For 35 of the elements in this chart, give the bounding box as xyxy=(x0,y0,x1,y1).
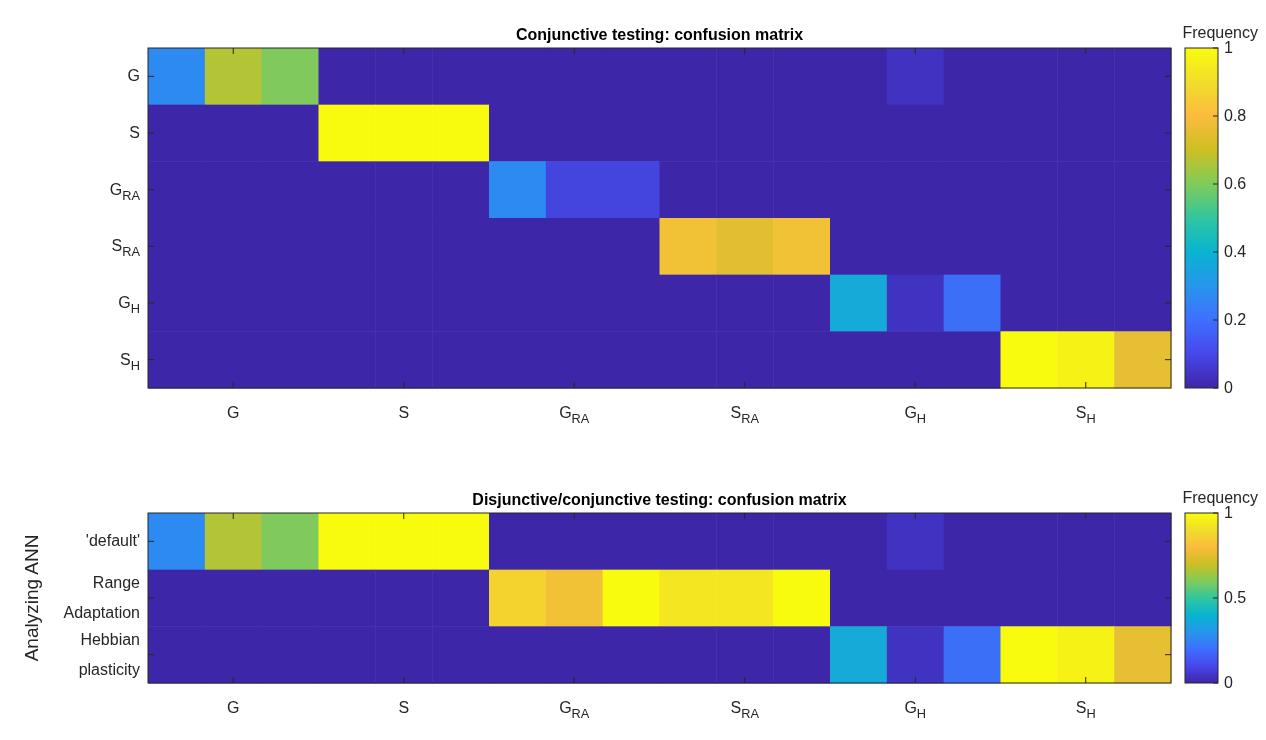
x-tick-label: S$_{RA}$ xyxy=(730,404,760,426)
x-tick-label: G$_{H}$ xyxy=(904,699,927,721)
x-tick-label: G$_{RA}$ xyxy=(559,404,590,426)
x-tick-label: S$_{H}$ xyxy=(1075,699,1096,721)
color-bar-label: 0.4 xyxy=(1224,243,1247,260)
color-bar-label: 0.2 xyxy=(1224,311,1247,328)
color-bar-label: 0.6 xyxy=(1224,175,1247,192)
y-tick-label: G$_{H}$ xyxy=(118,294,140,316)
color-bar-label: 0.8 xyxy=(1224,107,1247,124)
chart-title: Conjunctive testing: confusion matrix xyxy=(515,26,804,43)
x-tick-label: S$_{H}$ xyxy=(1075,404,1096,426)
y-tick-label: S$_{RA}$ xyxy=(111,237,141,259)
y-tick-label: S xyxy=(129,124,140,141)
y-tick-label: Hebbian plasticity xyxy=(78,630,140,678)
x-tick-label: G$_{H}$ xyxy=(904,404,927,426)
x-tick-label: G xyxy=(227,699,240,716)
color-bar-label: 1 xyxy=(1224,504,1233,521)
y-tick-label: G xyxy=(127,67,140,85)
chart-title: Disjunctive/conjunctive testing: confusion matrix xyxy=(472,491,847,508)
color-bar-label: 0 xyxy=(1224,674,1233,691)
color-bar-label: 1 xyxy=(1224,39,1233,56)
y-axis-title: Analyzing ANN xyxy=(21,534,42,662)
y-tick-label: 'default' xyxy=(85,532,140,550)
color-bar-label: 0 xyxy=(1224,379,1233,396)
x-tick-label: S xyxy=(398,699,410,716)
color-bar-label: 0.5 xyxy=(1224,589,1247,606)
y-tick-label: G$_{RA}$ xyxy=(109,180,141,203)
y-tick-label: Range Adaptation xyxy=(63,574,141,621)
x-tick-label: G xyxy=(227,404,240,421)
x-tick-label: S$_{RA}$ xyxy=(730,699,760,721)
x-tick-label: G$_{RA}$ xyxy=(559,699,590,721)
color-bar-title: Frequency xyxy=(1182,489,1258,506)
color-bar-title: Frequency xyxy=(1182,24,1258,41)
x-tick-label: S xyxy=(398,404,410,421)
y-tick-label: S$_{H}$ xyxy=(120,350,140,373)
